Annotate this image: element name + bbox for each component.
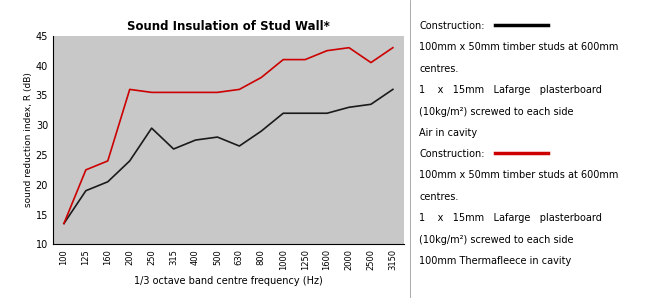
Text: centres.: centres. bbox=[419, 64, 458, 74]
Text: (10kg/m²) screwed to each side: (10kg/m²) screwed to each side bbox=[419, 107, 573, 117]
Text: Construction:: Construction: bbox=[419, 149, 485, 159]
Text: 100mm x 50mm timber studs at 600mm: 100mm x 50mm timber studs at 600mm bbox=[419, 170, 618, 181]
Text: 1    x   15mm   Lafarge   plasterboard: 1 x 15mm Lafarge plasterboard bbox=[419, 85, 602, 95]
Y-axis label: sound reduction index, R (dB): sound reduction index, R (dB) bbox=[24, 73, 33, 207]
Text: centres.: centres. bbox=[419, 192, 458, 202]
X-axis label: 1/3 octave band centre frequency (Hz): 1/3 octave band centre frequency (Hz) bbox=[134, 276, 323, 286]
Text: 100mm Thermafleece in cavity: 100mm Thermafleece in cavity bbox=[419, 256, 571, 266]
Text: Air in cavity: Air in cavity bbox=[419, 128, 477, 138]
Text: (10kg/m²) screwed to each side: (10kg/m²) screwed to each side bbox=[419, 235, 573, 245]
Text: Construction:: Construction: bbox=[419, 21, 485, 31]
Text: 1    x   15mm   Lafarge   plasterboard: 1 x 15mm Lafarge plasterboard bbox=[419, 213, 602, 224]
Title: Sound Insulation of Stud Wall*: Sound Insulation of Stud Wall* bbox=[127, 20, 330, 33]
Text: 100mm x 50mm timber studs at 600mm: 100mm x 50mm timber studs at 600mm bbox=[419, 42, 618, 52]
